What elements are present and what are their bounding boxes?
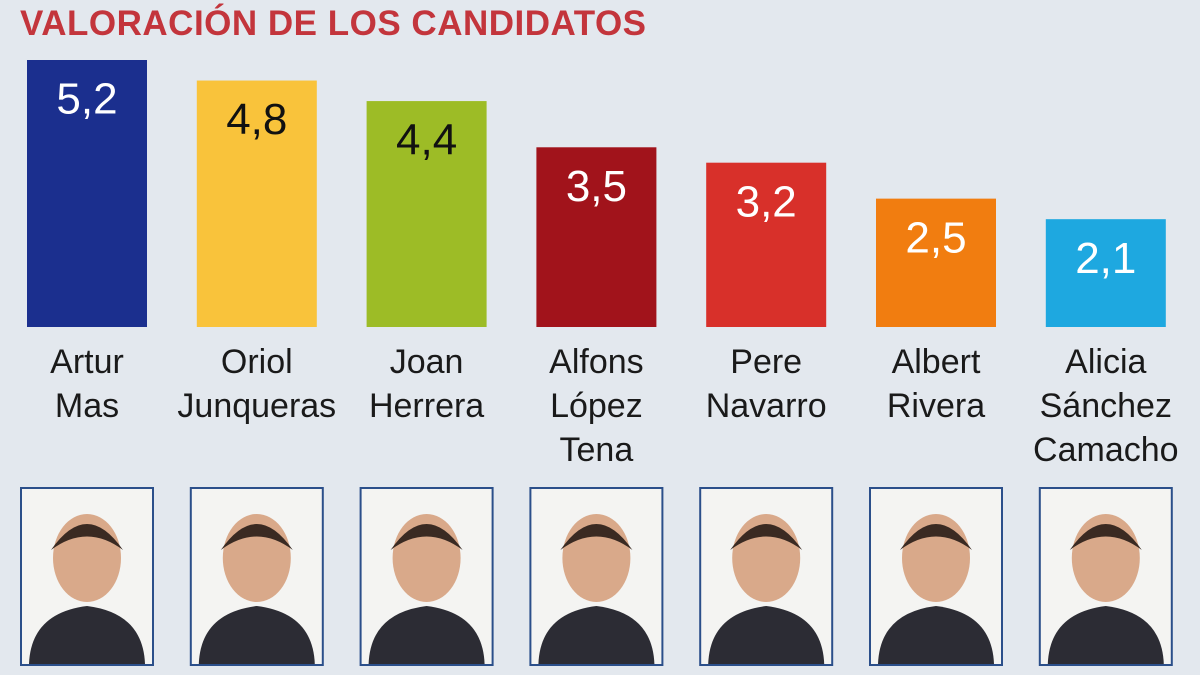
portrait-hair <box>730 524 803 550</box>
value-label: 4,4 <box>396 116 457 165</box>
category-label: Artur Mas <box>50 343 124 425</box>
portrait-hair <box>220 524 293 550</box>
portrait <box>20 487 154 666</box>
value-label: 3,2 <box>736 177 797 226</box>
chart-title: VALORACIÓN DE LOS CANDIDATOS <box>20 4 647 43</box>
value-label: 4,8 <box>226 95 287 144</box>
portrait-hair <box>51 524 123 550</box>
portrait <box>699 487 834 666</box>
category-label: Pere Navarro <box>705 343 827 425</box>
portrait <box>189 487 324 666</box>
value-label: 2,1 <box>1075 234 1136 283</box>
portrait-body <box>1047 606 1164 664</box>
portrait <box>359 487 494 666</box>
portrait <box>1038 487 1173 666</box>
category-label: Alicia Sánchez Camacho <box>1033 343 1179 469</box>
bar <box>536 147 657 327</box>
bar <box>27 60 147 327</box>
value-label: 3,5 <box>566 162 627 211</box>
portrait <box>869 487 1003 666</box>
value-label: 2,5 <box>905 213 966 262</box>
portrait-body <box>198 606 315 664</box>
portrait-hair <box>1069 524 1142 550</box>
portrait-body <box>708 606 825 664</box>
bar <box>366 101 487 327</box>
category-label: Joan Herrera <box>368 343 485 425</box>
portrait-body <box>878 606 994 664</box>
bar <box>876 198 996 327</box>
portrait-hair <box>390 524 463 550</box>
portrait-body <box>29 606 145 664</box>
portrait-body <box>538 606 655 664</box>
portrait-body <box>368 606 485 664</box>
portrait <box>529 487 664 666</box>
value-label: 5,2 <box>56 75 117 124</box>
portrait-hair <box>560 524 633 550</box>
bar <box>196 80 317 328</box>
bar <box>706 162 827 327</box>
category-label: Alfons López Tena <box>549 343 644 469</box>
bar <box>1045 219 1166 327</box>
portrait-hair <box>900 524 972 550</box>
category-label: Oriol Junqueras <box>177 343 337 425</box>
category-label: Albert Rivera <box>886 343 986 425</box>
